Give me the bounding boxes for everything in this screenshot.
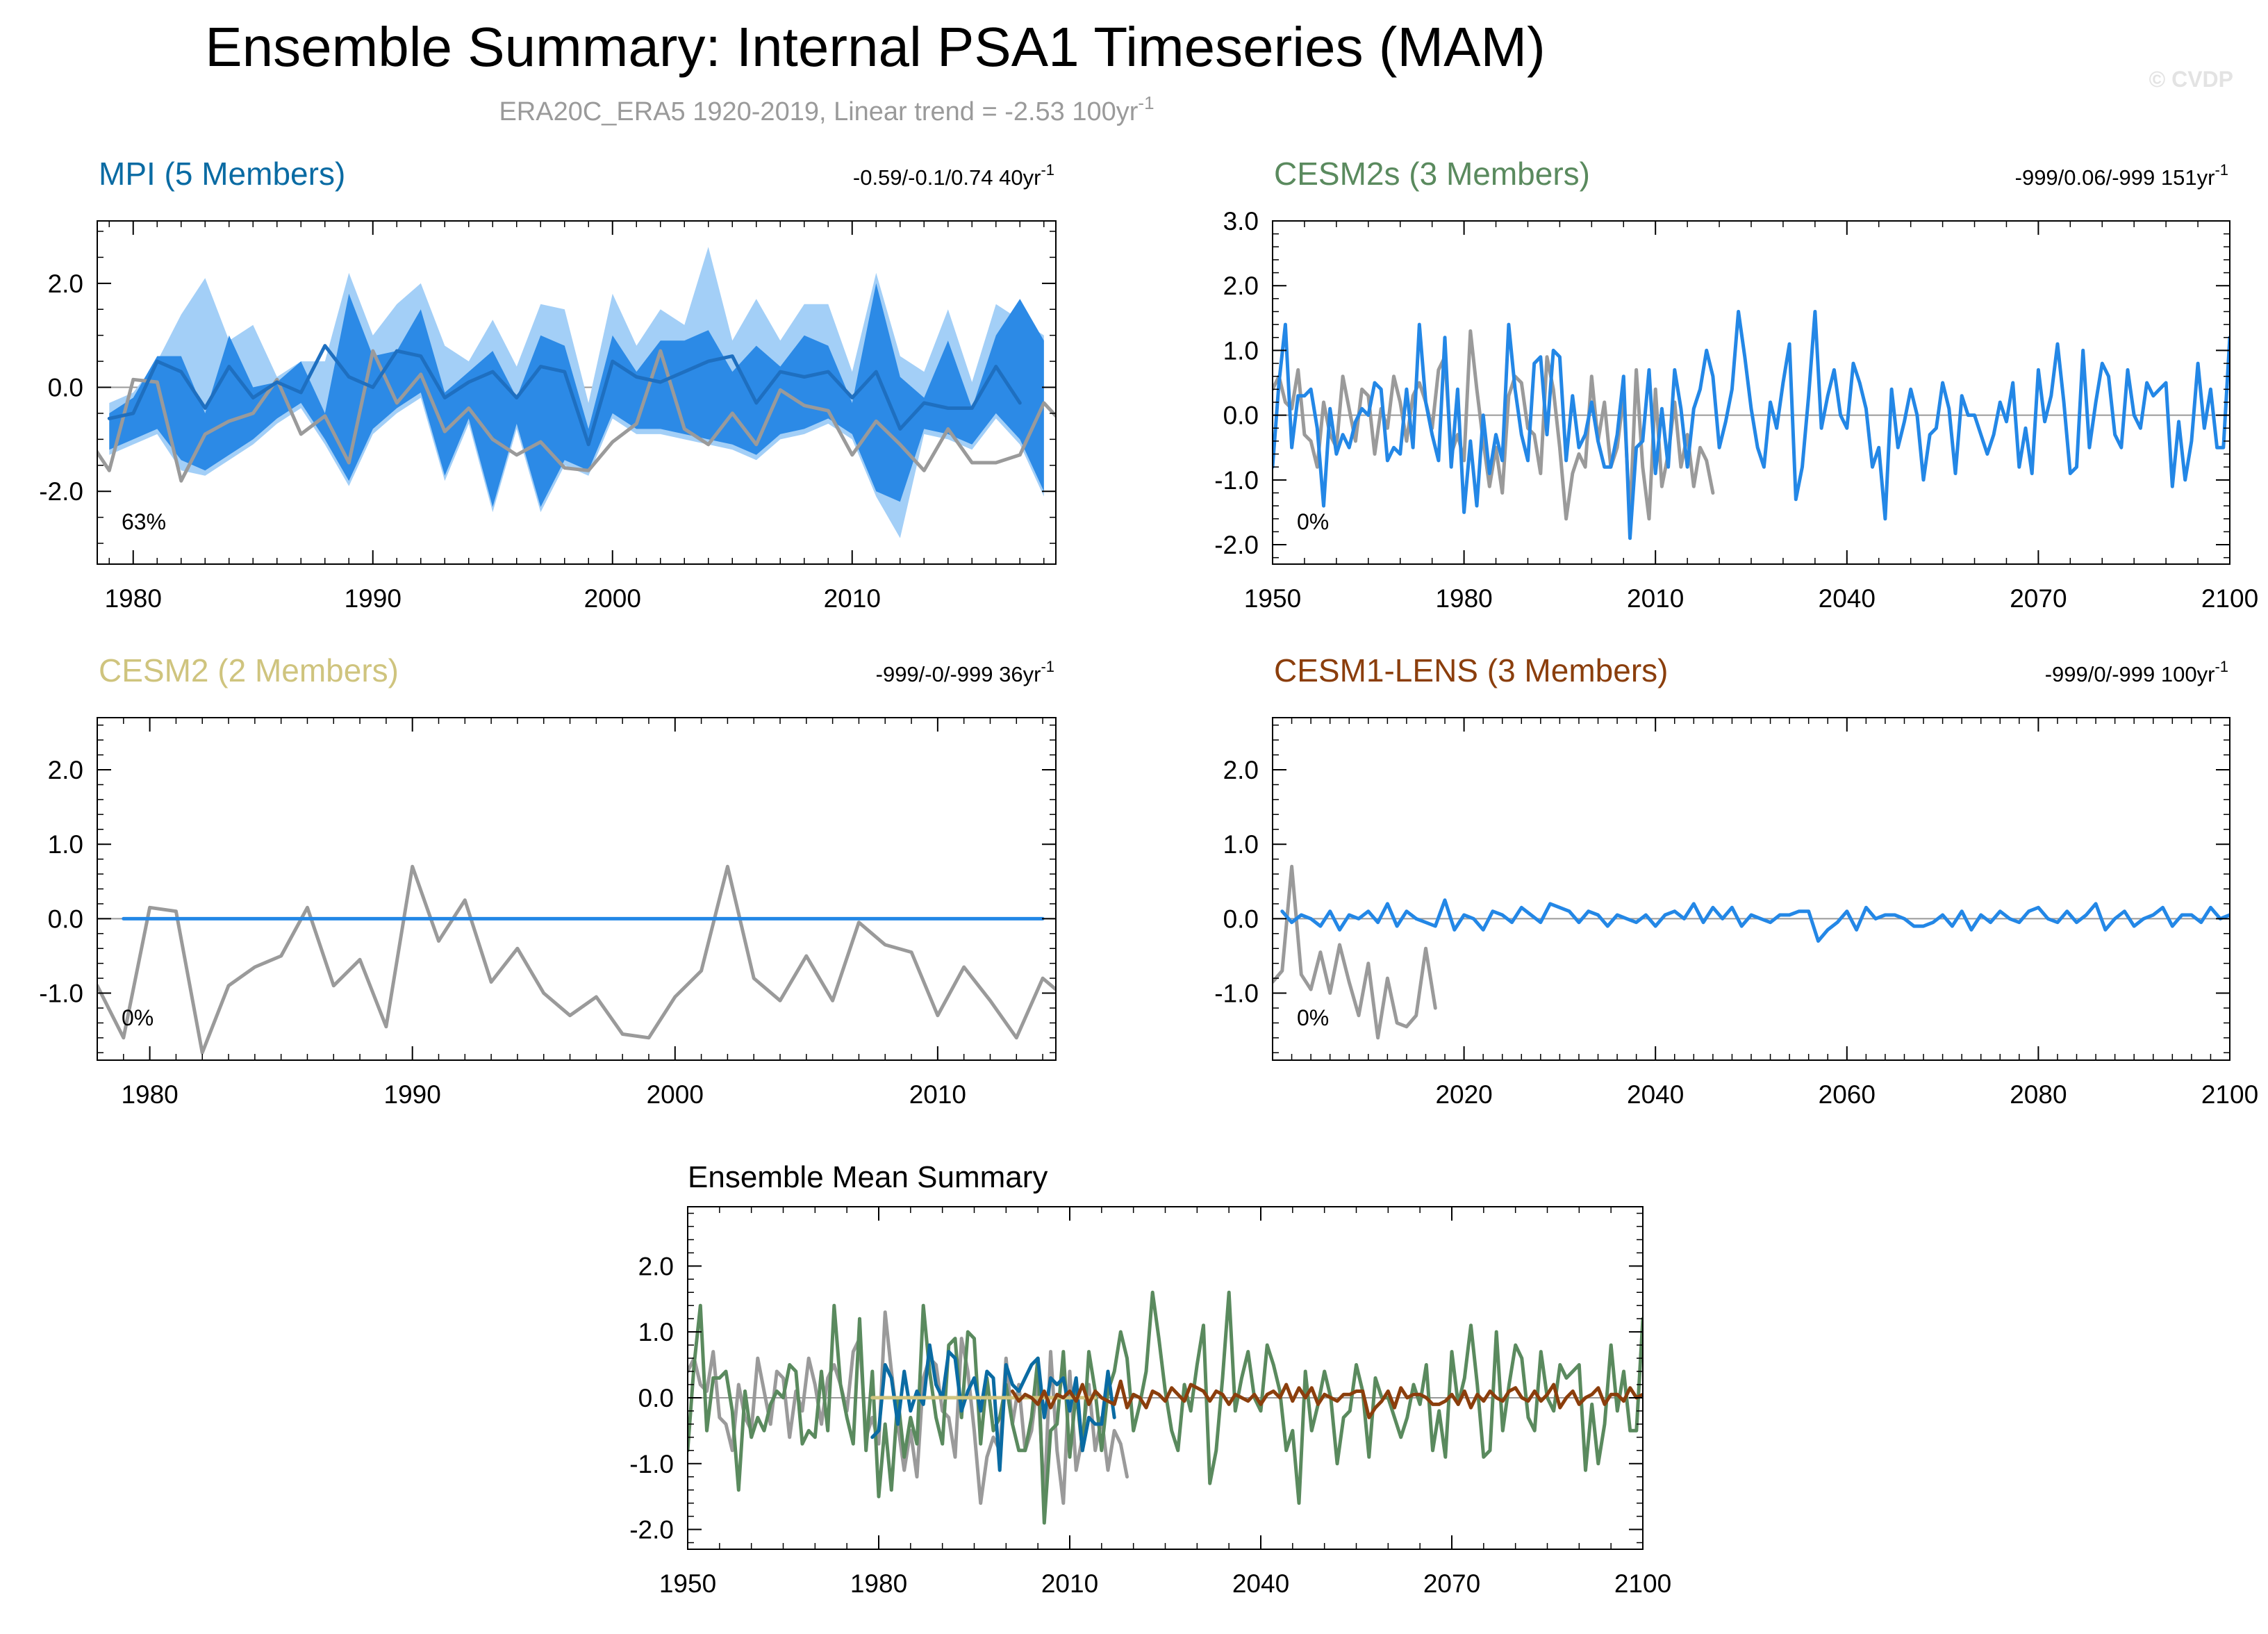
cvdp-watermark: © CVDP (2149, 67, 2233, 92)
x-tick-label: 1980 (121, 1080, 178, 1109)
x-tick-label: 2000 (647, 1080, 704, 1109)
panel-title: CESM2 (2 Members) (99, 652, 399, 688)
y-tick-label: 2.0 (1223, 272, 1259, 300)
series-line-observations (688, 1310, 1129, 1505)
plot-area (1273, 310, 2230, 540)
percent-annotation: 0% (1297, 509, 1329, 534)
x-tick-label: 2070 (2010, 584, 2067, 613)
y-tick-label: -1.0 (629, 1450, 674, 1478)
obs-series-line (97, 349, 1056, 483)
member-series-line (1273, 310, 2230, 540)
x-tick-label: 2100 (2201, 1080, 2258, 1109)
y-tick-label: -1.0 (1214, 466, 1259, 495)
y-tick-label: -1.0 (1214, 980, 1259, 1008)
y-tick-label: 1.0 (1223, 830, 1259, 859)
y-tick-label: 3.0 (1223, 207, 1259, 236)
x-tick-label: 2100 (1614, 1569, 1671, 1598)
series-line-cesm1-lens (1011, 1379, 1643, 1419)
x-tick-label: 1950 (659, 1569, 716, 1598)
panel-stats: -0.59/-0.1/0.74 40yr-1 (853, 161, 1054, 190)
panel-title: CESM1-LENS (3 Members) (1274, 652, 1668, 688)
panel-title: MPI (5 Members) (99, 156, 345, 192)
y-tick-label: 2.0 (638, 1252, 674, 1280)
panel-title: Ensemble Mean Summary (688, 1160, 1048, 1194)
page-title: Ensemble Summary: Internal PSA1 Timeseri… (205, 16, 1545, 78)
ensemble-mean-line (107, 344, 1022, 447)
panel-stats-sup: -1 (2215, 658, 2228, 675)
panel-stats-sup: -1 (1041, 658, 1054, 675)
x-tick-label: 2040 (1627, 1080, 1684, 1109)
series-line-mpi (870, 1343, 1116, 1472)
plot-area (688, 1290, 1643, 1525)
y-tick-label: -2.0 (629, 1516, 674, 1544)
obs-series-line (1273, 329, 1715, 521)
panel-stats-text: -999/0.06/-999 151yr (2015, 165, 2215, 190)
panel-stats-sup: -1 (2215, 161, 2228, 179)
x-tick-label: 2070 (1423, 1569, 1480, 1598)
x-tick-label: 2010 (824, 584, 881, 613)
panel-stats: -999/-0/-999 36yr-1 (876, 658, 1054, 686)
y-tick-label: 2.0 (48, 756, 83, 784)
x-tick-label: 1950 (1244, 584, 1301, 613)
x-tick-label: 2010 (1041, 1569, 1098, 1598)
x-tick-label: 1990 (345, 584, 402, 613)
member-series-line (1280, 898, 2230, 943)
page-subtitle: ERA20C_ERA5 1920-2019, Linear trend = -2… (499, 92, 1154, 126)
y-tick-label: -1.0 (39, 980, 83, 1008)
x-tick-label: 1980 (105, 584, 162, 613)
x-tick-label: 2010 (1627, 584, 1684, 613)
cesm1-lens-panel: CESM1-LENS (3 Members) -999/0/-999 100yr-… (1214, 652, 2258, 1109)
percent-annotation: 63% (122, 509, 166, 534)
y-tick-label: 0.0 (48, 374, 83, 402)
mpi-panel: MPI (5 Members) -0.59/-0.1/0.74 40yr-1 198… (39, 156, 1057, 613)
y-tick-label: 1.0 (638, 1318, 674, 1346)
panel-stats-text: -999/-0/-999 36yr (876, 662, 1041, 686)
y-tick-label: -2.0 (39, 477, 83, 506)
plot-area (97, 864, 1056, 1055)
percent-annotation: 0% (122, 1005, 154, 1030)
x-tick-label: 2020 (1435, 1080, 1492, 1109)
plot-area (97, 247, 1056, 538)
x-tick-label: 2040 (1232, 1569, 1289, 1598)
cesm2-panel: CESM2 (2 Members) -999/-0/-999 36yr-1 1980… (39, 652, 1057, 1109)
x-tick-label: 1980 (850, 1569, 907, 1598)
page-subtitle-sup: -1 (1138, 92, 1154, 113)
percent-annotation: 0% (1297, 1005, 1329, 1030)
page-subtitle-main: ERA20C_ERA5 1920-2019, Linear trend = -2… (499, 97, 1138, 126)
panel-stats-text: -999/0/-999 100yr (2045, 662, 2215, 686)
obs-series-line (1273, 864, 1437, 1040)
y-tick-label: 0.0 (1223, 905, 1259, 933)
x-tick-label: 2080 (2010, 1080, 2067, 1109)
y-tick-label: 2.0 (48, 270, 83, 298)
x-tick-label: 1990 (384, 1080, 441, 1109)
obs-series-line (97, 864, 1056, 1055)
x-tick-label: 2100 (2201, 584, 2258, 613)
x-tick-label: 2060 (1819, 1080, 1876, 1109)
cesm2s-panel: CESM2s (3 Members) -999/0.06/-999 151yr-1… (1214, 156, 2258, 613)
y-tick-label: 2.0 (1223, 756, 1259, 784)
panel-title: CESM2s (3 Members) (1274, 156, 1590, 192)
x-tick-label: 2000 (584, 584, 641, 613)
panel-stats: -999/0/-999 100yr-1 (2045, 658, 2228, 686)
y-tick-label: 1.0 (48, 830, 83, 859)
series-line-cesm2s (688, 1290, 1643, 1525)
panel-stats: -999/0.06/-999 151yr-1 (2015, 161, 2228, 190)
y-tick-label: 0.0 (1223, 402, 1259, 430)
plot-area (1273, 864, 2230, 1040)
ensemble-mean-panel: Ensemble Mean Summary 1950 1980 2010 2040 207… (629, 1160, 1671, 1598)
y-tick-label: 0.0 (48, 905, 83, 933)
x-tick-label: 2010 (909, 1080, 966, 1109)
panel-stats-sup: -1 (1041, 161, 1054, 179)
y-tick-label: -2.0 (1214, 531, 1259, 559)
y-tick-label: 1.0 (1223, 336, 1259, 365)
plot-frame (97, 220, 1057, 565)
x-tick-label: 1980 (1435, 584, 1492, 613)
y-tick-label: 0.0 (638, 1384, 674, 1412)
x-tick-label: 2040 (1819, 584, 1876, 613)
panel-stats-text: -0.59/-0.1/0.74 40yr (853, 165, 1041, 190)
